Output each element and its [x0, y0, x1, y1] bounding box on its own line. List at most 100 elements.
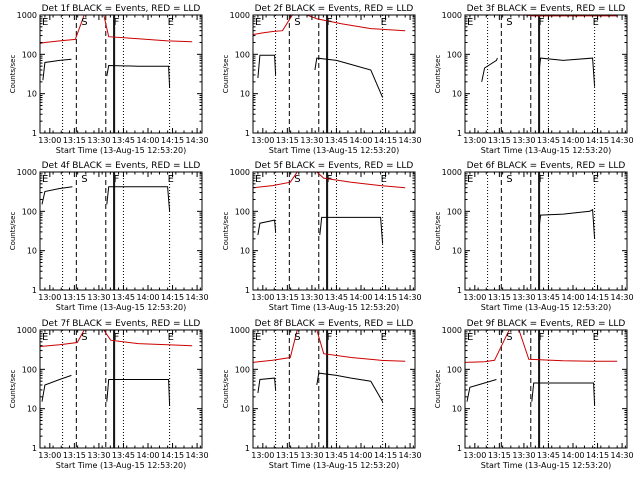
y-tick-label: 1	[457, 286, 462, 295]
x-tick-label: 13:00	[463, 136, 486, 145]
y-tick-label: 1000	[230, 326, 250, 335]
y-tick-label: 1	[245, 286, 250, 295]
panel-title: Det 1f BLACK = Events, RED = LLD	[42, 4, 201, 14]
y-tick-label: 100	[22, 365, 37, 374]
y-axis-label: Counts/sec	[434, 212, 442, 251]
series-group	[253, 172, 406, 244]
x-tick-label: 14:30	[186, 451, 209, 460]
x-tick-label: 14:30	[611, 451, 634, 460]
marker-label: E	[255, 174, 261, 185]
marker-label: S	[294, 332, 300, 343]
y-axis-label: Counts/sec	[434, 370, 442, 409]
series-line-lld	[253, 172, 406, 189]
x-tick-label: 14:15	[374, 136, 397, 145]
y-tick-label: 1000	[442, 11, 462, 20]
series-group	[253, 15, 406, 98]
x-tick-label: 13:45	[325, 451, 348, 460]
y-tick-label: 100	[235, 365, 250, 374]
y-tick-label: 1	[457, 129, 462, 138]
y-axis-label: Counts/sec	[222, 212, 230, 251]
panel-8: Det 8f BLACK = Events, RED = LLD E S F E 1 10 1…	[222, 319, 422, 470]
marker-label: S	[81, 17, 87, 28]
y-tick-label: 10	[240, 405, 250, 414]
x-tick-label: 13:00	[38, 293, 61, 302]
marker-label: E	[381, 17, 387, 28]
marker-label: E	[255, 17, 261, 28]
y-tick-label: 10	[452, 405, 462, 414]
series-line-lld	[253, 15, 406, 35]
y-tick-label: 100	[235, 207, 250, 216]
x-tick-label: 14:00	[561, 293, 584, 302]
x-tick-label: 13:15	[276, 136, 299, 145]
x-tick-label: 14:15	[586, 293, 609, 302]
marker-label: F	[539, 17, 545, 28]
series-line-events	[42, 58, 72, 81]
x-tick-label: 13:00	[38, 451, 61, 460]
x-tick-label: 13:15	[63, 451, 86, 460]
x-axis-label: Start Time (13-Aug-15 12:53:20)	[269, 303, 400, 312]
y-tick-label: 10	[452, 90, 462, 99]
x-tick-label: 14:00	[561, 451, 584, 460]
y-tick-label: 1	[245, 129, 250, 138]
x-tick-label: 14:15	[374, 451, 397, 460]
series-line-events	[106, 64, 171, 88]
plot-frame	[39, 14, 203, 134]
series-line-events	[316, 372, 384, 402]
marker-label: F	[327, 174, 333, 185]
y-axis-label: Counts/sec	[222, 370, 230, 409]
y-tick-label: 10	[27, 247, 37, 256]
y-tick-label: 100	[447, 50, 462, 59]
plot-frame	[39, 329, 203, 449]
marker-label: S	[81, 332, 87, 343]
x-tick-label: 14:30	[611, 136, 634, 145]
panel-title: Det 3f BLACK = Events, RED = LLD	[467, 4, 626, 14]
x-tick-label: 13:15	[276, 293, 299, 302]
panel-title: Det 9f BLACK = Events, RED = LLD	[467, 319, 626, 329]
x-tick-label: 14:00	[349, 293, 372, 302]
series-group	[40, 330, 193, 406]
series-line-events	[41, 186, 73, 205]
plot-frame	[252, 329, 416, 449]
x-tick-label: 14:15	[161, 451, 184, 460]
x-tick-label: 14:00	[136, 293, 159, 302]
x-tick-label: 13:30	[87, 293, 110, 302]
x-tick-label: 13:00	[251, 136, 274, 145]
x-axis-label: Start Time (13-Aug-15 12:53:20)	[56, 146, 187, 155]
plot-frame	[39, 171, 203, 291]
marker-label: E	[467, 174, 473, 185]
panel-5: Det 5f BLACK = Events, RED = LLD E S F E 1 10 1…	[222, 161, 422, 312]
marker-label: S	[506, 174, 512, 185]
x-tick-label: 13:30	[512, 293, 535, 302]
marker-label: E	[593, 17, 599, 28]
series-line-events	[257, 377, 277, 394]
y-tick-label: 1	[457, 444, 462, 453]
x-tick-label: 14:30	[399, 293, 422, 302]
y-axis-label: Counts/sec	[9, 370, 17, 409]
x-axis-label: Start Time (13-Aug-15 12:53:20)	[481, 303, 612, 312]
x-axis-label: Start Time (13-Aug-15 12:53:20)	[481, 146, 612, 155]
series-line-events	[538, 57, 596, 87]
y-tick-label: 100	[235, 50, 250, 59]
x-tick-label: 13:45	[112, 451, 135, 460]
y-tick-label: 100	[447, 207, 462, 216]
x-tick-label: 14:15	[586, 451, 609, 460]
x-tick-label: 13:30	[87, 451, 110, 460]
series-line-events	[257, 54, 277, 79]
panel-title: Det 6f BLACK = Events, RED = LLD	[467, 161, 626, 171]
x-tick-label: 14:00	[349, 451, 372, 460]
marker-label: E	[467, 17, 473, 28]
marker-label: F	[114, 332, 120, 343]
x-axis-label: Start Time (13-Aug-15 12:53:20)	[56, 461, 187, 470]
series-line-events	[538, 208, 596, 239]
x-tick-label: 14:15	[161, 293, 184, 302]
y-tick-label: 10	[27, 90, 37, 99]
y-tick-label: 1	[32, 444, 37, 453]
x-tick-label: 14:30	[399, 136, 422, 145]
x-tick-label: 14:15	[161, 136, 184, 145]
x-tick-label: 13:45	[537, 451, 560, 460]
x-tick-label: 14:00	[561, 136, 584, 145]
panel-4: Det 4f BLACK = Events, RED = LLD E S F E 1 10 1…	[9, 161, 209, 312]
x-tick-label: 13:00	[463, 451, 486, 460]
x-tick-label: 13:00	[463, 293, 486, 302]
plot-frame	[252, 14, 416, 134]
